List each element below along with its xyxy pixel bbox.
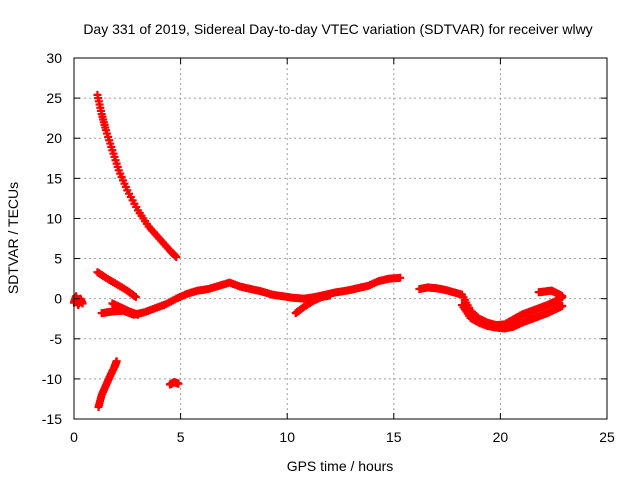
x-axis-label: GPS time / hours bbox=[287, 458, 394, 474]
x-tick-label: 5 bbox=[177, 429, 185, 445]
data-point bbox=[172, 252, 181, 261]
x-tick-label: 20 bbox=[493, 429, 509, 445]
x-tick-label: 10 bbox=[279, 429, 295, 445]
y-tick-label: 20 bbox=[46, 130, 62, 146]
y-tick-label: -15 bbox=[42, 411, 62, 427]
x-tick-label: 15 bbox=[386, 429, 402, 445]
data-point bbox=[558, 292, 567, 301]
y-tick-label: 10 bbox=[46, 210, 62, 226]
data-point bbox=[325, 291, 334, 300]
x-tick-label: 0 bbox=[70, 429, 78, 445]
y-tick-label: -5 bbox=[50, 331, 63, 347]
data-point bbox=[396, 273, 405, 282]
series-isolated-points bbox=[165, 378, 183, 389]
y-tick-label: 30 bbox=[46, 50, 62, 66]
data-points bbox=[70, 90, 567, 411]
ticks bbox=[73, 57, 608, 420]
y-tick-label: -10 bbox=[42, 371, 62, 387]
data-point bbox=[78, 299, 87, 308]
series-ascending-arc-negative bbox=[94, 357, 121, 411]
data-point bbox=[131, 293, 140, 302]
series-descending-arc-low bbox=[93, 268, 140, 302]
x-tick-label: 25 bbox=[599, 429, 615, 445]
series-branch-2h bbox=[108, 299, 142, 319]
x-tick-labels: 0 5 10 15 20 25 bbox=[70, 429, 615, 445]
y-tick-label: 0 bbox=[54, 291, 62, 307]
y-tick-label: 5 bbox=[54, 251, 62, 267]
data-point bbox=[174, 379, 183, 388]
data-point bbox=[112, 357, 121, 366]
series-main-track bbox=[97, 273, 405, 319]
data-point bbox=[558, 301, 567, 310]
series-branch-11h bbox=[291, 291, 334, 318]
series-late-cluster bbox=[534, 286, 567, 301]
grid bbox=[74, 58, 607, 419]
y-tick-labels: -15 -10 -5 0 5 10 15 20 25 30 bbox=[42, 50, 62, 427]
series-afternoon-lower bbox=[458, 301, 567, 333]
y-tick-label: 25 bbox=[46, 90, 62, 106]
chart-title: Day 331 of 2019, Sidereal Day-to-day VTE… bbox=[83, 21, 592, 37]
y-tick-label: 15 bbox=[46, 170, 62, 186]
plot-frame bbox=[73, 57, 608, 420]
series-descending-arc-high bbox=[93, 90, 181, 261]
series-start-fragment bbox=[70, 292, 87, 310]
y-axis-label: SDTVAR / TECUs bbox=[5, 182, 21, 294]
data-point bbox=[133, 310, 142, 319]
